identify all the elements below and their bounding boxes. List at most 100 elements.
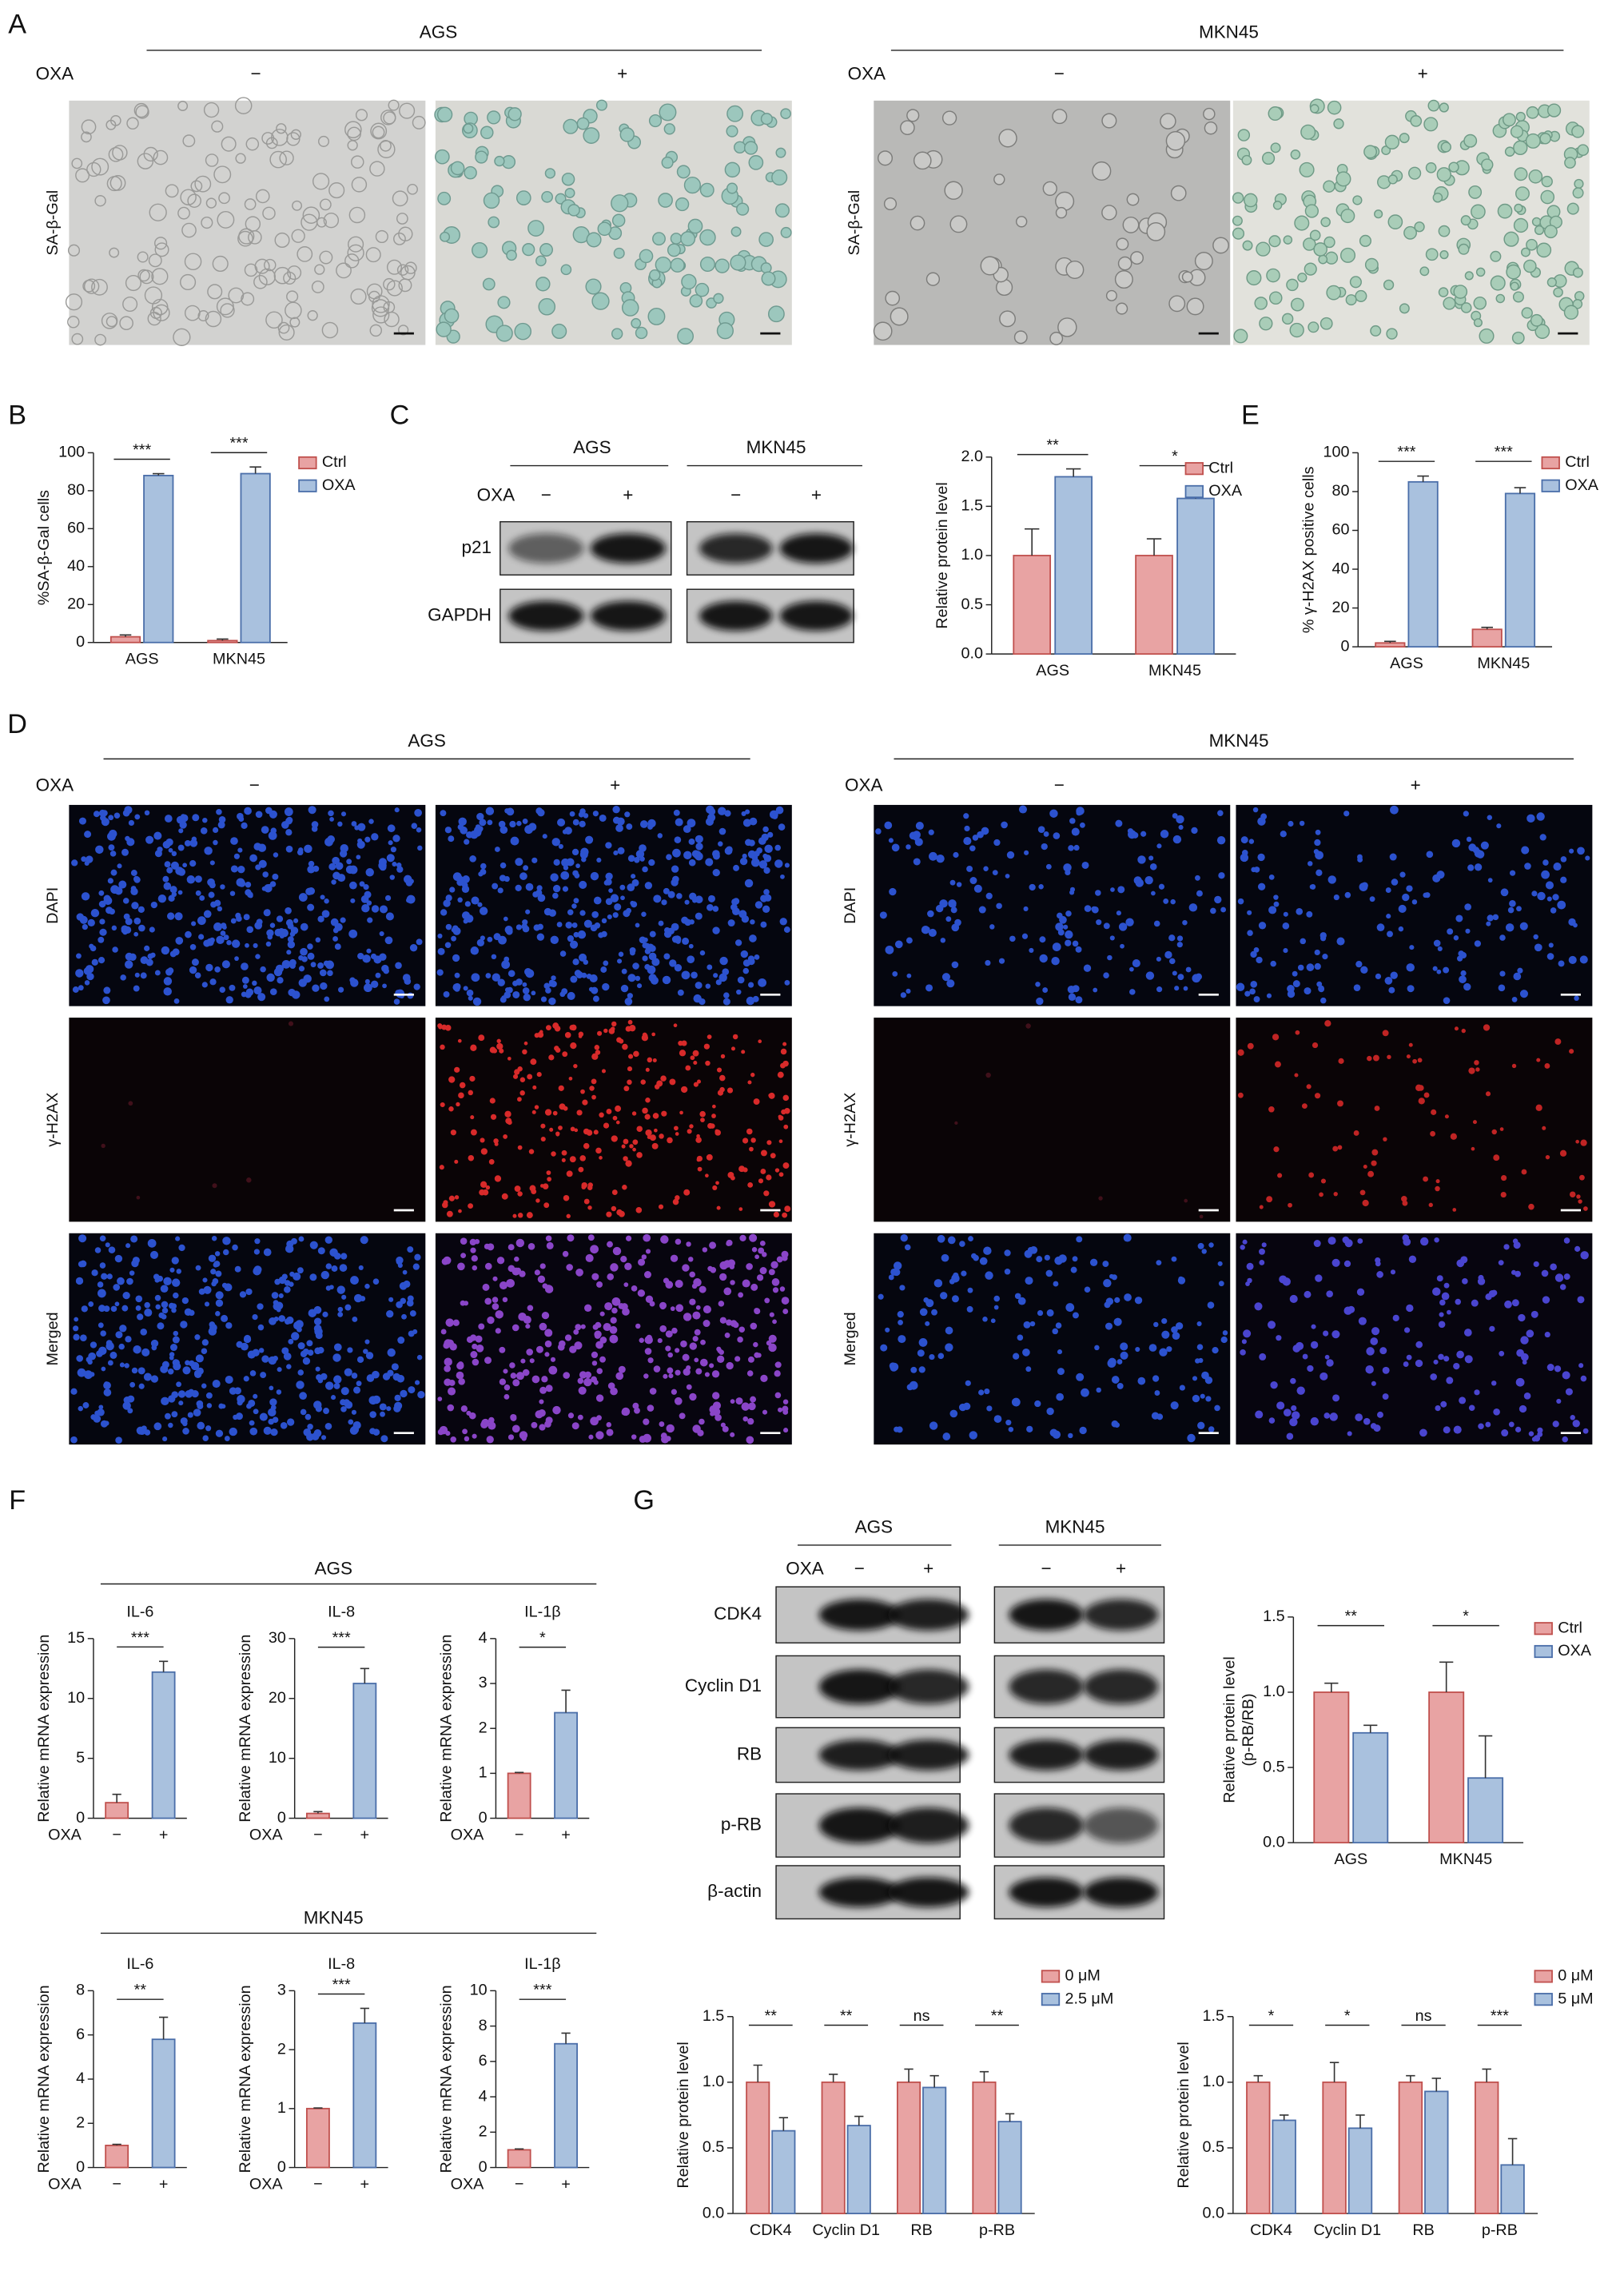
cell xyxy=(683,851,692,860)
cell xyxy=(677,328,695,345)
cell xyxy=(1268,906,1277,914)
cell xyxy=(758,837,766,845)
cell xyxy=(953,851,959,859)
cell xyxy=(941,1253,949,1262)
cell xyxy=(784,1205,791,1213)
cell xyxy=(307,886,316,895)
cell xyxy=(726,1361,734,1370)
cell xyxy=(245,991,252,998)
cell xyxy=(350,1276,359,1285)
cell xyxy=(448,1076,456,1083)
cell xyxy=(459,1082,466,1089)
cell xyxy=(681,1040,687,1046)
cell xyxy=(412,1329,418,1334)
cell xyxy=(968,1236,973,1242)
cell xyxy=(1437,946,1443,951)
cell xyxy=(95,845,104,855)
cell xyxy=(194,1334,201,1341)
cell xyxy=(1195,973,1203,980)
cell xyxy=(550,1357,556,1362)
cell xyxy=(232,1244,238,1251)
error-bar xyxy=(313,1811,323,1814)
cell xyxy=(1508,1421,1515,1428)
cell xyxy=(606,1422,611,1428)
y-tick-label: 15 xyxy=(67,1629,85,1647)
cell xyxy=(941,973,950,982)
cell xyxy=(321,910,330,918)
cell xyxy=(539,1263,546,1269)
cell xyxy=(1324,1020,1331,1027)
cell xyxy=(900,120,915,136)
cell xyxy=(918,1338,928,1347)
cell xyxy=(888,1274,894,1281)
cell xyxy=(1320,997,1327,1004)
cell xyxy=(632,1147,636,1152)
cell xyxy=(577,1377,584,1385)
cell xyxy=(211,1281,217,1287)
cell xyxy=(726,105,744,122)
cell xyxy=(639,1435,647,1443)
cell xyxy=(635,850,645,859)
cell xyxy=(211,1236,217,1241)
cell xyxy=(141,1348,150,1357)
cell xyxy=(497,978,505,986)
cell xyxy=(760,1149,767,1157)
y-tick-label: 8 xyxy=(479,2017,488,2034)
cell xyxy=(1242,1239,1248,1245)
cell xyxy=(675,1348,680,1353)
cell xyxy=(1374,209,1383,219)
cell xyxy=(1290,297,1304,312)
cell xyxy=(109,1351,117,1359)
cell xyxy=(531,990,536,996)
cell xyxy=(367,917,373,923)
cell xyxy=(468,1090,474,1096)
cell xyxy=(645,1249,651,1254)
y-tick-label: 1.0 xyxy=(1263,1683,1284,1700)
cell xyxy=(1382,1393,1389,1400)
cell xyxy=(1336,937,1345,946)
cell xyxy=(1375,1257,1381,1264)
cell xyxy=(301,213,318,231)
cell xyxy=(75,1277,84,1285)
cell xyxy=(369,1428,376,1435)
cell xyxy=(1572,299,1583,309)
cell xyxy=(470,1129,477,1136)
cell xyxy=(1485,1293,1492,1301)
y-tick-label: 4 xyxy=(479,2087,488,2105)
cell xyxy=(747,1080,752,1085)
cell xyxy=(1443,1426,1451,1434)
cell xyxy=(1158,883,1165,890)
cell xyxy=(928,829,934,835)
cell xyxy=(1272,1034,1280,1041)
cell xyxy=(331,879,336,885)
cell xyxy=(186,875,196,884)
cell xyxy=(1075,996,1083,1004)
cell xyxy=(1513,972,1522,981)
cell xyxy=(583,127,600,144)
cell xyxy=(194,175,212,193)
cell xyxy=(323,1408,330,1414)
cell xyxy=(781,1297,790,1305)
cell xyxy=(677,989,684,996)
cell xyxy=(1274,1061,1281,1068)
cell xyxy=(527,1242,535,1250)
cell xyxy=(387,1348,396,1357)
cell xyxy=(1423,1092,1430,1098)
cell xyxy=(287,941,296,949)
cell xyxy=(1389,853,1397,861)
error-bar xyxy=(313,2107,323,2109)
cell xyxy=(1333,1191,1338,1197)
y-tick-label: 2.0 xyxy=(961,448,982,465)
cell xyxy=(1443,1356,1450,1362)
cell xyxy=(1406,1354,1412,1361)
cell xyxy=(984,1388,990,1395)
cell xyxy=(1533,934,1538,940)
cell xyxy=(504,956,510,962)
cell xyxy=(1001,821,1008,829)
cell xyxy=(397,325,409,336)
cell xyxy=(707,894,715,902)
cell xyxy=(969,1431,977,1440)
cell xyxy=(384,936,393,945)
cell xyxy=(552,892,559,899)
cell xyxy=(1500,1191,1507,1198)
